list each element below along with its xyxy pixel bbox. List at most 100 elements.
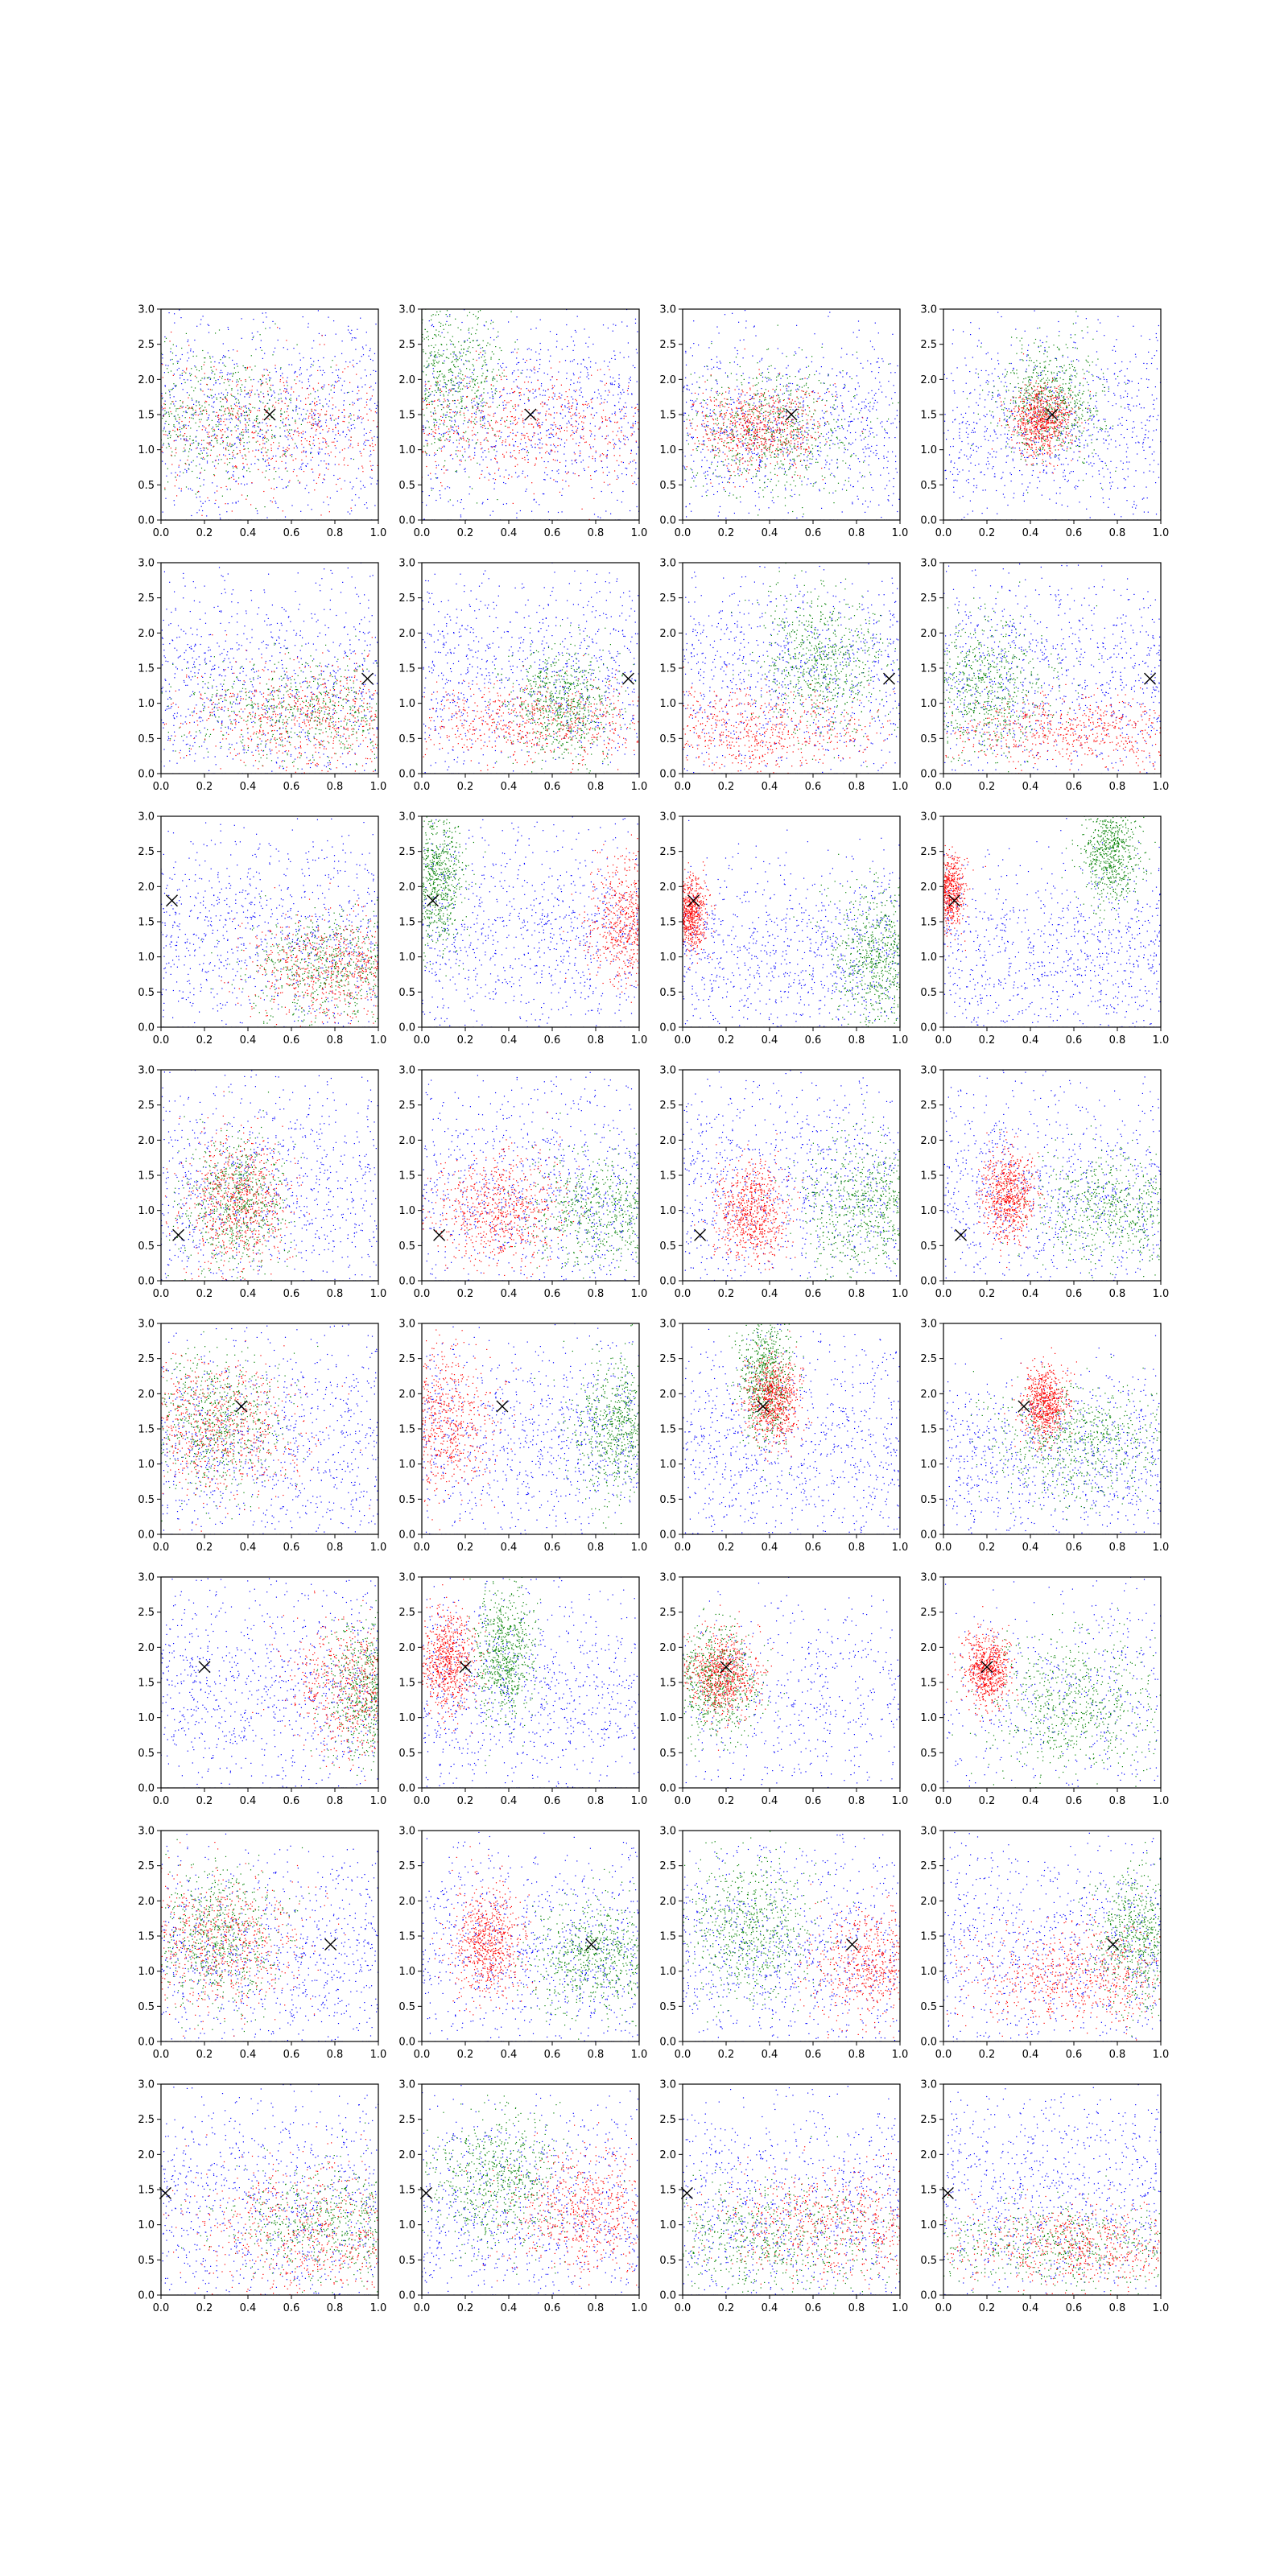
point — [536, 459, 537, 460]
point — [818, 446, 819, 447]
point — [836, 422, 837, 423]
point — [231, 435, 232, 436]
point — [189, 417, 190, 418]
point — [366, 508, 367, 509]
point — [550, 331, 551, 332]
point — [897, 415, 898, 416]
point — [276, 461, 277, 462]
point — [274, 478, 275, 479]
point — [454, 400, 455, 401]
point — [587, 405, 588, 406]
point — [634, 367, 635, 368]
point — [745, 411, 746, 412]
point — [227, 400, 228, 401]
point — [861, 408, 862, 409]
point — [434, 442, 435, 443]
point — [219, 454, 220, 455]
y-tick-label: 2.5 — [398, 339, 415, 351]
point — [266, 465, 267, 466]
point — [821, 366, 822, 367]
point — [279, 427, 280, 428]
point — [322, 389, 323, 390]
point — [452, 394, 453, 395]
point — [462, 455, 463, 456]
point — [705, 429, 706, 430]
point — [295, 409, 296, 410]
point — [543, 479, 544, 480]
point — [196, 456, 197, 457]
point — [260, 429, 261, 430]
point — [507, 427, 508, 428]
point — [425, 384, 426, 385]
point — [516, 364, 517, 365]
point — [434, 424, 435, 425]
point — [441, 485, 442, 486]
point — [477, 390, 478, 391]
point — [469, 493, 470, 494]
point — [357, 387, 358, 388]
point — [184, 451, 185, 452]
point — [213, 407, 214, 408]
point — [227, 464, 228, 465]
point — [741, 384, 742, 385]
point — [270, 459, 271, 460]
point — [427, 443, 428, 444]
point — [452, 458, 453, 459]
point — [723, 442, 724, 443]
point — [740, 470, 741, 471]
point — [614, 455, 615, 456]
point — [518, 418, 519, 419]
point — [280, 413, 281, 414]
point — [282, 461, 283, 462]
point — [453, 353, 454, 354]
point — [837, 426, 838, 427]
point — [576, 430, 577, 431]
point — [532, 436, 533, 437]
point — [180, 400, 181, 401]
point — [454, 431, 455, 432]
point — [743, 373, 744, 374]
point — [460, 514, 461, 515]
point — [458, 366, 459, 367]
point — [487, 499, 488, 500]
point — [477, 376, 478, 377]
point — [462, 374, 463, 375]
point — [701, 406, 702, 407]
point — [834, 409, 835, 410]
point — [220, 359, 221, 360]
point — [766, 381, 767, 382]
point — [257, 513, 258, 514]
point — [778, 450, 779, 451]
point — [790, 495, 791, 496]
point — [183, 370, 184, 371]
point — [874, 349, 875, 350]
point — [837, 443, 838, 444]
point — [344, 381, 345, 382]
point — [182, 373, 183, 374]
point — [511, 352, 512, 353]
point — [540, 403, 541, 404]
point — [320, 426, 321, 427]
point — [322, 374, 323, 375]
point — [609, 361, 610, 362]
point — [719, 512, 720, 513]
point — [366, 404, 367, 405]
point — [207, 443, 208, 444]
point — [506, 503, 507, 504]
point — [476, 395, 477, 396]
point — [528, 452, 529, 453]
point — [424, 433, 425, 434]
point — [580, 437, 581, 438]
x-tick-label: 0.6 — [544, 527, 561, 539]
point — [540, 432, 541, 433]
point — [842, 405, 843, 406]
point — [520, 399, 521, 400]
point — [426, 400, 427, 401]
point — [234, 397, 235, 398]
point — [736, 431, 737, 432]
point — [328, 406, 329, 407]
point — [450, 455, 451, 456]
point — [790, 409, 791, 410]
point — [268, 418, 269, 419]
point — [801, 434, 802, 435]
